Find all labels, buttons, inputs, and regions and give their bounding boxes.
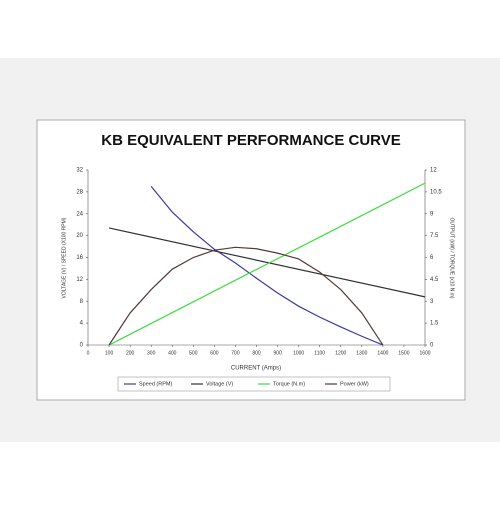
x-tick-label: 400: [168, 350, 177, 356]
y2-tick-label: 0: [430, 343, 434, 349]
legend-label: Speed (RPM): [139, 381, 172, 387]
x-tick-label: 800: [252, 350, 261, 356]
x-tick-label: 600: [210, 350, 219, 356]
y2-tick-label: 9: [430, 211, 434, 217]
y-tick-label: 8: [80, 299, 84, 305]
legend-label: Power (kW): [340, 381, 369, 387]
series-line: [108, 227, 426, 298]
x-tick-label: 1400: [377, 350, 388, 356]
y-tick-label: 24: [76, 211, 83, 217]
y-tick-label: 4: [80, 321, 84, 327]
x-tick-label: 1300: [356, 350, 367, 356]
x-tick-label: 1500: [398, 350, 409, 356]
legend-label: Torque (N.m): [273, 381, 305, 387]
y2-tick-label: 12: [430, 168, 437, 174]
x-tick-label: 300: [147, 350, 156, 356]
y2-tick-label: 7.5: [430, 233, 439, 239]
y-tick-label: 16: [76, 255, 83, 261]
chart-frame: [36, 119, 466, 401]
series-line: [150, 186, 384, 346]
x-tick-label: 200: [126, 350, 135, 356]
y-tick-label: 12: [76, 277, 83, 283]
y-tick-label: 32: [76, 168, 83, 174]
y-tick-label: 20: [76, 233, 83, 239]
legend-label: Voltage (V): [206, 381, 233, 387]
y2-tick-label: 3: [430, 299, 434, 305]
x-tick-label: 1000: [293, 350, 304, 356]
chart-title: KB EQUIVALENT PERFORMANCE CURVE: [101, 132, 400, 149]
x-tick-label: 1200: [335, 350, 346, 356]
x-tick-label: 1100: [314, 350, 325, 356]
legend-box: [117, 376, 391, 392]
y-tick-label: 28: [76, 189, 83, 195]
y-axis-label: VOLTAGE (V) / SPEED (X100 RPM): [61, 217, 67, 298]
x-tick-label: 1600: [419, 350, 430, 356]
x-tick-label: 0: [87, 350, 90, 356]
y2-axis-label: OUTPUT (kW) / TORQUE (x10 N.m): [449, 217, 455, 298]
x-axis-label: CURRENT (Amps): [231, 366, 281, 372]
y-tick-label: 0: [80, 343, 84, 349]
y2-tick-label: 10.5: [430, 189, 442, 195]
x-tick-label: 700: [231, 350, 240, 356]
y2-tick-label: 4.5: [430, 277, 439, 283]
x-tick-label: 500: [189, 350, 198, 356]
y2-tick-label: 6: [430, 255, 434, 261]
series-line: [108, 246, 384, 346]
x-tick-label: 900: [273, 350, 282, 356]
x-tick-label: 100: [105, 350, 114, 356]
y2-tick-label: 1.5: [430, 321, 439, 327]
series-line: [108, 182, 426, 346]
